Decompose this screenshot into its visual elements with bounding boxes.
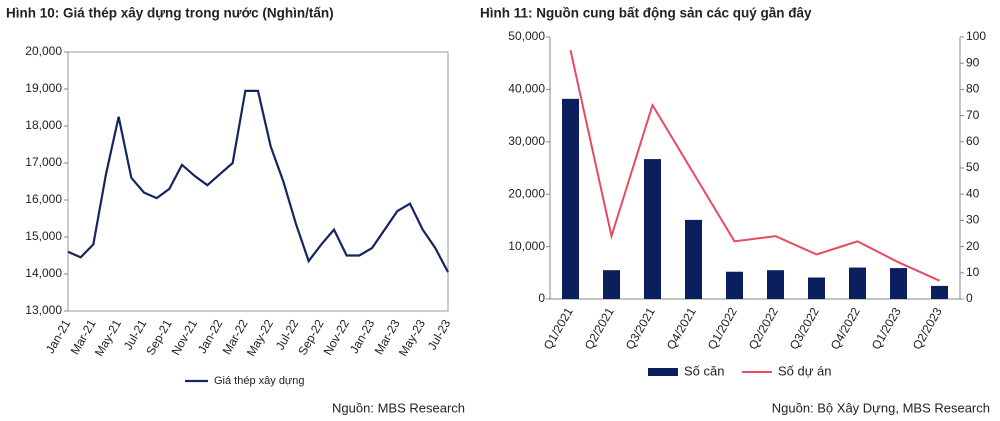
x-tick-label: Q2/2023 [910, 305, 945, 352]
y-tick-label: 70 [966, 108, 980, 122]
bar [931, 285, 948, 299]
x-tick-label: Q2/2021 [582, 305, 617, 352]
x-tick-label: Q1/2021 [541, 305, 576, 352]
bar [726, 271, 743, 299]
bar [849, 267, 866, 299]
chart-title: Hình 11: Nguồn cung bất động sản các quý… [480, 6, 812, 21]
x-tick-label: Nov-21 [169, 317, 201, 358]
y-tick-label: 19,000 [25, 81, 62, 95]
y-tick-label: 80 [966, 82, 980, 96]
y-tick-label: 20 [966, 239, 980, 253]
y-tick-label: 10,000 [508, 239, 545, 253]
y-tick-label: 20,000 [25, 44, 62, 58]
x-tick-label: Q4/2021 [664, 305, 699, 352]
y-tick-label: 30,000 [508, 134, 545, 148]
y-tick-label: 40 [966, 186, 980, 200]
y-tick-label: 20,000 [508, 186, 545, 200]
bar [767, 270, 784, 299]
source: Nguồn: MBS Research [332, 400, 465, 415]
y-tick-label: 100 [966, 29, 986, 43]
chart-title: Hình 10: Giá thép xây dựng trong nước (N… [6, 6, 334, 21]
legend-label: Số dự án [778, 363, 832, 378]
y-tick-label: 0 [966, 291, 973, 305]
y-tick-label: 90 [966, 55, 980, 69]
y-tick-label: 50,000 [508, 29, 545, 43]
x-tick-label: Jul-23 [425, 317, 454, 353]
line [67, 89, 449, 273]
y-tick-label: 30 [966, 213, 980, 227]
y-tick-label: 10 [966, 265, 980, 279]
bar [562, 98, 579, 299]
y-tick-label: 13,000 [25, 303, 62, 317]
x-tick-label: Q1/2022 [705, 305, 740, 352]
x-tick-label: Q2/2022 [746, 305, 781, 352]
x-tick-label: Q3/2022 [787, 305, 822, 352]
plot-frame [67, 51, 449, 312]
bar [644, 159, 661, 299]
source: Nguồn: Bộ Xây Dựng, MBS Research [772, 400, 990, 415]
bar [603, 270, 620, 299]
legend-label: Số căn [684, 363, 724, 378]
x-tick-label: Q4/2022 [828, 305, 863, 352]
legend-label: Giá thép xây dựng [214, 375, 305, 387]
y-tick-label: 17,000 [25, 155, 62, 169]
y-tick-label: 18,000 [25, 118, 62, 132]
y-tick-label: 50 [966, 160, 980, 174]
y-tick-label: 0 [538, 291, 545, 305]
bar [685, 219, 702, 299]
y-tick-label: 60 [966, 134, 980, 148]
x-tick-label: Q1/2023 [869, 305, 904, 352]
bar [808, 277, 825, 299]
legend-swatch [648, 368, 678, 376]
bar [890, 268, 907, 299]
x-tick-label: Q3/2021 [623, 305, 658, 352]
y-tick-label: 14,000 [25, 266, 62, 280]
y-tick-label: 15,000 [25, 229, 62, 243]
y-tick-label: 16,000 [25, 192, 62, 206]
x-tick-label: Nov-22 [321, 317, 353, 358]
line [569, 49, 940, 282]
y-tick-label: 40,000 [508, 82, 545, 96]
